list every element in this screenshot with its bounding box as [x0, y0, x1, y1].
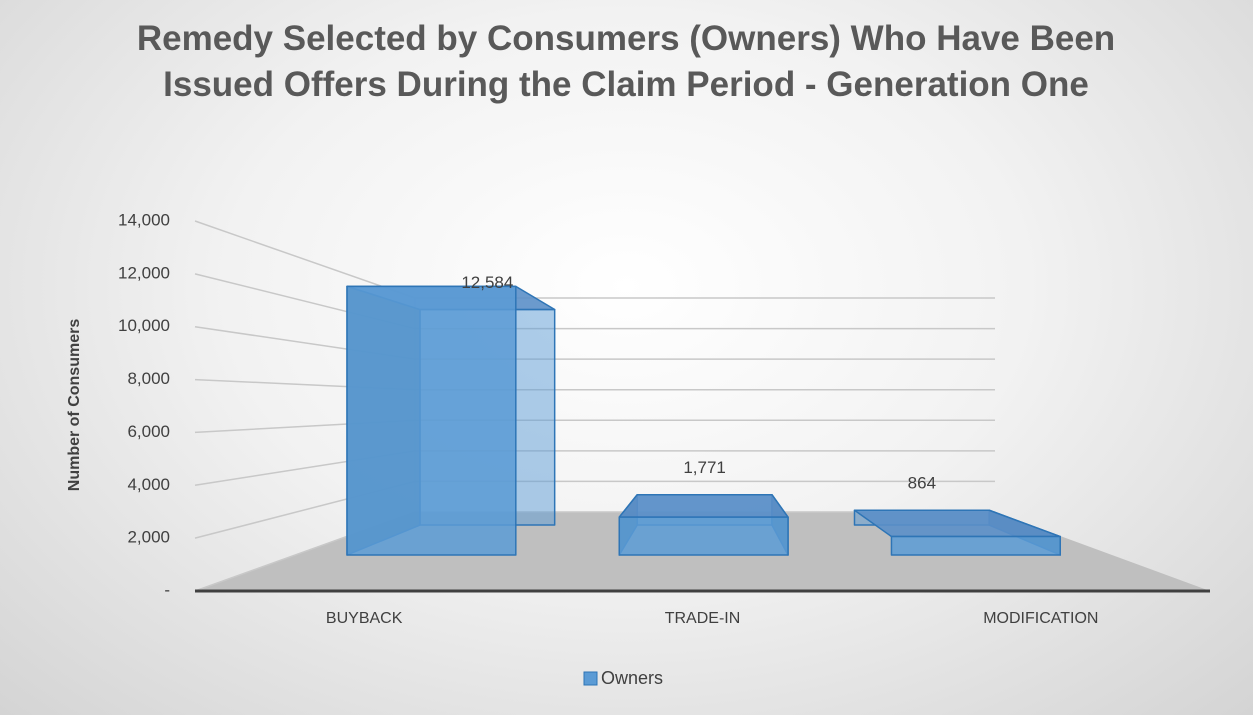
bar-top — [618, 493, 789, 518]
bar-top — [853, 509, 1061, 538]
y-tick-label: - — [164, 580, 170, 599]
data-label: 12,584 — [461, 273, 513, 292]
legend-label: Owners — [601, 668, 663, 688]
bar — [618, 516, 789, 556]
y-tick-label: 4,000 — [127, 475, 170, 494]
grid-line — [194, 325, 995, 360]
y-tick-label: 12,000 — [118, 263, 170, 282]
data-label: 864 — [908, 474, 936, 493]
chart-title: Remedy Selected by Consumers (Owners) Wh… — [136, 19, 1116, 104]
legend-swatch — [583, 671, 598, 686]
y-tick-label: 2,000 — [127, 528, 170, 547]
y-axis-label: Number of Consumers — [66, 319, 83, 492]
y-tick-label: 10,000 — [118, 316, 170, 335]
y-tick-label: 8,000 — [127, 369, 170, 388]
x-tick-label: MODIFICATION — [983, 610, 1098, 627]
y-tick-label: 6,000 — [127, 422, 170, 441]
grid-line — [194, 378, 995, 391]
data-label: 1,771 — [683, 458, 726, 477]
x-tick-label: BUYBACK — [326, 610, 403, 627]
y-tick-label: 14,000 — [118, 210, 170, 229]
grid-line — [194, 220, 995, 299]
x-tick-label: TRADE-IN — [665, 610, 741, 627]
grid-line — [194, 273, 995, 330]
grid-line — [194, 419, 995, 434]
grid-line — [194, 450, 995, 487]
bar — [890, 535, 1061, 556]
bar — [346, 285, 517, 556]
